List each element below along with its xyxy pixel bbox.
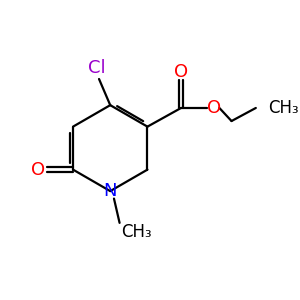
Text: O: O [207, 99, 221, 117]
Text: CH₃: CH₃ [268, 99, 298, 117]
Text: O: O [174, 62, 188, 80]
Text: N: N [103, 182, 117, 200]
Text: O: O [32, 160, 46, 178]
Text: CH₃: CH₃ [122, 223, 152, 241]
Text: Cl: Cl [88, 59, 106, 77]
